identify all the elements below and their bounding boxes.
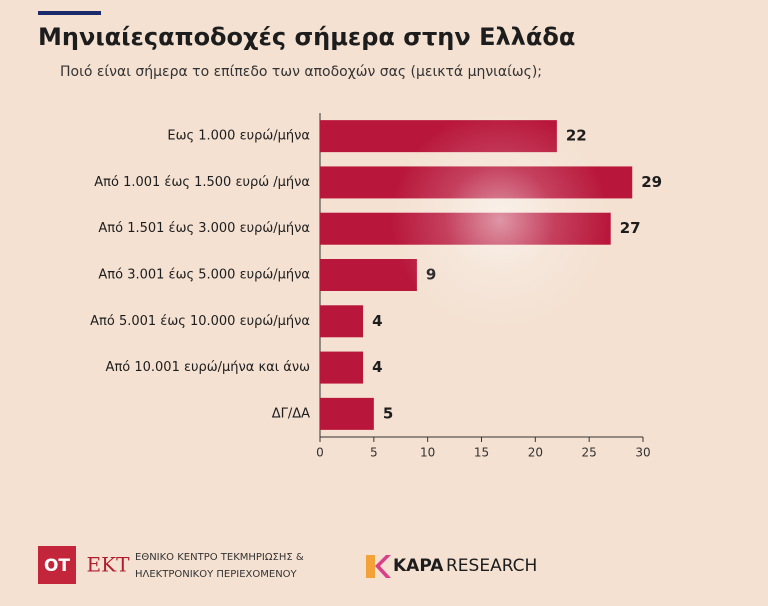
bar [320, 397, 374, 430]
data-label: 4 [372, 312, 382, 330]
data-label: 4 [372, 358, 382, 376]
ekt-logo: ΕΚΤ [87, 553, 131, 577]
y-tick-label: Από 10.001 ευρώ/μήνα και άνω [106, 360, 310, 375]
title-accent [38, 11, 101, 15]
ekt-name: ΗΛΕΚΤΡΟΝΙΚΟΥ ΠΕΡΙΕΧΟΜΕΝΟΥ [135, 569, 298, 580]
kapa-icon [375, 555, 391, 578]
data-label: 27 [620, 219, 641, 237]
chart-subtitle: Ποιό είναι σήμερα το επίπεδο των αποδοχώ… [60, 64, 542, 80]
kapa-logo: RESEARCH [446, 556, 537, 576]
bar [320, 351, 364, 384]
data-label: 5 [383, 404, 393, 422]
kapa-icon [366, 555, 375, 578]
y-tick-label: Εως 1.000 ευρώ/μήνα [167, 129, 310, 144]
ot-logo-text: ΟΤ [44, 556, 70, 576]
kapa-logo: KAPA [393, 556, 444, 576]
y-tick-label: Από 3.001 έως 5.000 ευρώ/μήνα [98, 268, 310, 283]
ekt-name: ΕΘΝΙΚΟ ΚΕΝΤΡΟ ΤΕΚΜΗΡΙΩΣΗΣ & [135, 552, 304, 563]
y-tick-label: Από 1.501 έως 3.000 ευρώ/μήνα [98, 221, 310, 236]
glow [390, 110, 610, 330]
y-tick-label: Από 1.001 έως 1.500 ευρώ /μήνα [94, 175, 310, 190]
x-tick-label: 30 [635, 446, 650, 460]
bar [320, 305, 364, 338]
x-tick-label: 25 [582, 446, 597, 460]
y-tick-label: Από 5.001 έως 10.000 ευρώ/μήνα [90, 314, 310, 329]
chart-title: Μηνιαίεςαποδοχές σήμερα στην Ελλάδα [38, 23, 575, 51]
data-label: 29 [641, 173, 662, 191]
x-tick-label: 0 [316, 446, 324, 460]
x-tick-label: 10 [420, 446, 435, 460]
ot-logo [38, 546, 76, 584]
x-tick-label: 20 [528, 446, 543, 460]
x-tick-label: 15 [474, 446, 489, 460]
y-tick-label: ΔΓ/ΔΑ [272, 406, 310, 421]
x-tick-label: 5 [370, 446, 378, 460]
